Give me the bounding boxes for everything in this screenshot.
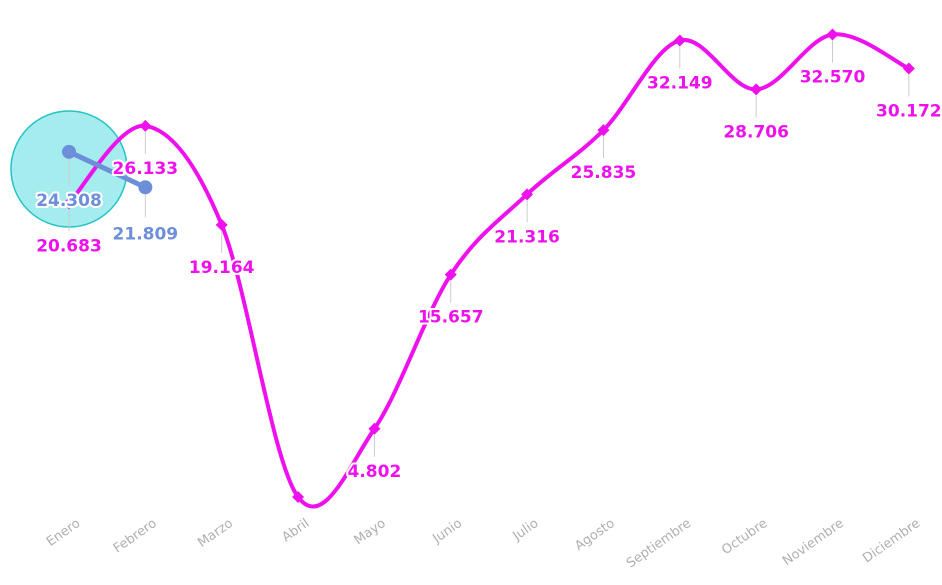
data-point-marker[interactable]: [750, 83, 763, 96]
data-label: 15.657: [418, 308, 484, 328]
x-axis-tick-label: Enero: [44, 516, 83, 550]
data-label: 21.316: [494, 227, 560, 247]
data-point-marker[interactable]: [444, 268, 457, 281]
data-label: 20.683: [36, 236, 102, 256]
data-label: 4.802: [348, 462, 402, 482]
data-point-marker[interactable]: [826, 28, 839, 41]
data-point-marker[interactable]: [215, 218, 228, 231]
x-axis-tick-label: Noviembre: [780, 516, 847, 569]
data-point-marker[interactable]: [368, 422, 381, 435]
data-label: 26.133: [113, 159, 179, 179]
x-axis-tick-label: Agosto: [572, 516, 617, 554]
x-axis-tick-label: Octubre: [719, 516, 770, 558]
data-point-marker[interactable]: [292, 491, 305, 503]
data-label: 32.570: [800, 68, 866, 88]
data-point-marker[interactable]: [139, 119, 152, 132]
data-point-marker[interactable]: [62, 144, 76, 159]
data-label: 32.149: [647, 73, 713, 93]
data-point-marker[interactable]: [902, 62, 915, 75]
x-axis-tick-label: Diciembre: [860, 516, 923, 566]
x-axis-tick-label: Febrero: [111, 516, 160, 556]
x-axis-tick-label: Junio: [429, 516, 465, 547]
x-axis-tick-label: Marzo: [195, 516, 236, 551]
data-label: 21.809: [113, 224, 179, 244]
x-axis-tick-label: Septiembre: [624, 516, 694, 571]
data-label: 25.835: [571, 163, 637, 183]
series-line: [66, 149, 148, 190]
x-axis-tick-label: Julio: [510, 516, 542, 545]
data-point-marker[interactable]: [521, 188, 534, 201]
data-point-marker[interactable]: [63, 197, 75, 210]
data-label: 19.164: [189, 258, 255, 278]
data-label: 30.172: [876, 102, 942, 122]
data-point-marker[interactable]: [673, 34, 686, 47]
x-axis-tick-label: Abril: [279, 516, 312, 545]
data-point-marker[interactable]: [138, 180, 153, 195]
x-axis-tick-label: Mayo: [352, 516, 389, 548]
data-point-marker[interactable]: [597, 124, 610, 137]
data-label: 24.308: [36, 191, 102, 211]
data-label: 28.706: [723, 122, 789, 142]
